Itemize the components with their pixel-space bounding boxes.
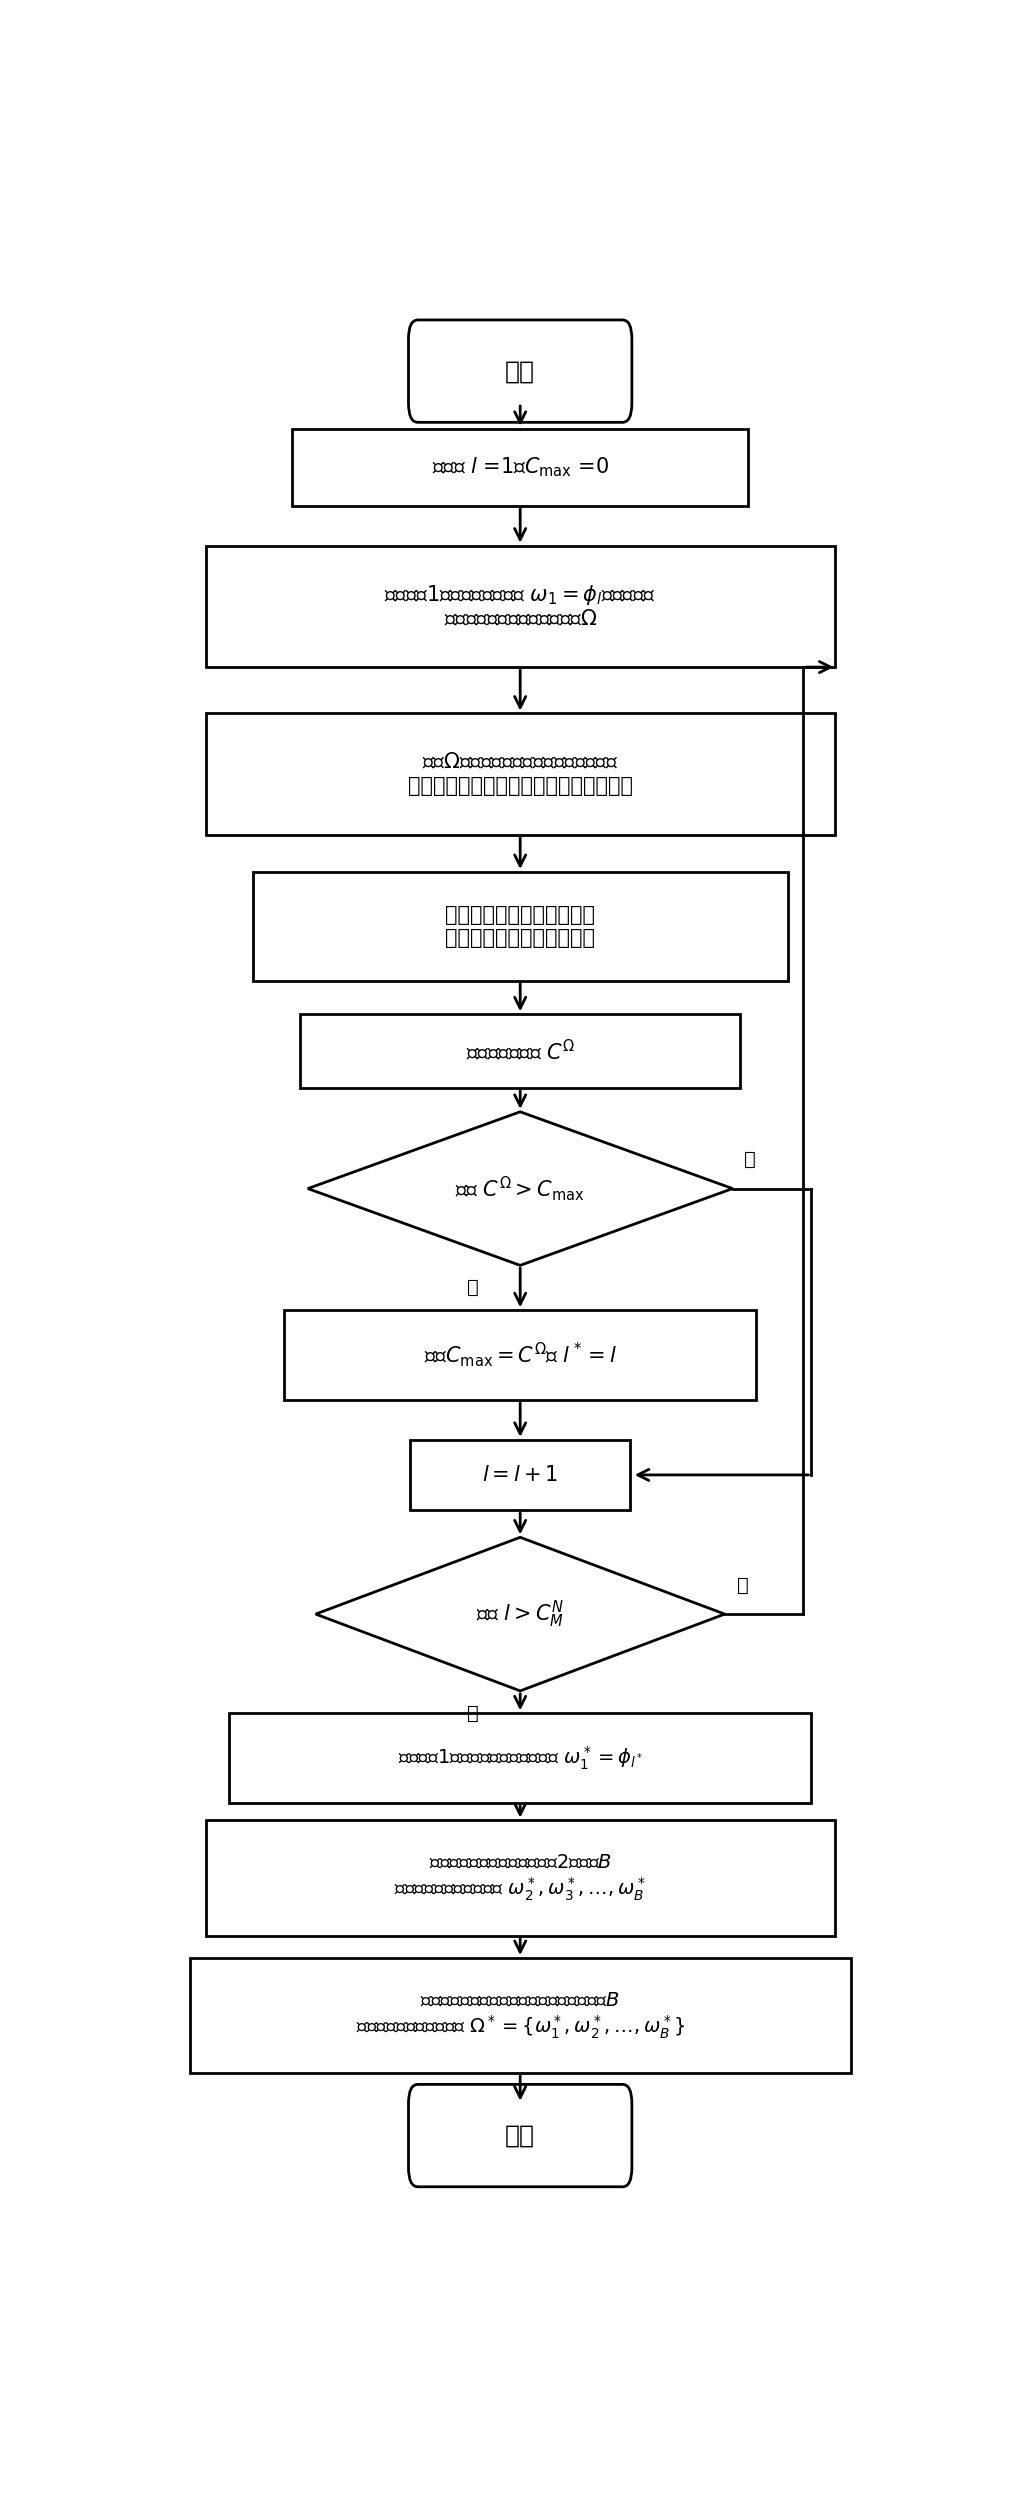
Text: 根据$\Omega$进行部分迭代干扰对齐，设计各小
区的基站预编码矩阵和用户干扰抑制矩阵: 根据$\Omega$进行部分迭代干扰对齐，设计各小 区的基站预编码矩阵和用户干扰…: [408, 753, 632, 795]
FancyBboxPatch shape: [408, 319, 632, 421]
FancyBboxPatch shape: [292, 429, 748, 506]
Text: 设置$C_{\mathrm{max}}=C^{\Omega}$， $l^*=l$: 设置$C_{\mathrm{max}}=C^{\Omega}$， $l^*=l$: [423, 1341, 617, 1369]
FancyBboxPatch shape: [253, 873, 788, 980]
FancyBboxPatch shape: [410, 1441, 630, 1511]
Text: 按照相同方法，依次确定小区2到小区$B$
最优的基站天线选择方案 $\omega_2^*,\omega_3^*,\ldots,\omega_B^*$: 按照相同方法，依次确定小区2到小区$B$ 最优的基站天线选择方案 $\omega…: [395, 1852, 646, 1902]
Text: $l=l+1$: $l=l+1$: [482, 1466, 558, 1486]
Polygon shape: [308, 1112, 733, 1266]
FancyBboxPatch shape: [408, 2084, 632, 2186]
Text: 如果 $C^{\Omega}>C_{\mathrm{max}}$: 如果 $C^{\Omega}>C_{\mathrm{max}}$: [456, 1174, 585, 1204]
Text: 初始化 $l$ =1，$C_{\mathrm{max}}$ =0: 初始化 $l$ =1，$C_{\mathrm{max}}$ =0: [431, 456, 609, 479]
Text: 否: 否: [737, 1576, 748, 1596]
Text: 开始: 开始: [505, 359, 535, 384]
Text: 更新小区1的基站天线选择案 $\omega_1=\phi_l$，保持其他
基站天线选择方案不变，更新$\Omega$: 更新小区1的基站天线选择案 $\omega_1=\phi_l$，保持其他 基站天…: [385, 583, 656, 631]
Text: 如果 $l>C_M^N$: 如果 $l>C_M^N$: [476, 1598, 564, 1630]
Text: 确定小区1最优的基站天线选择方案 $\omega_1^*=\phi_{l^*}$: 确定小区1最优的基站天线选择方案 $\omega_1^*=\phi_{l^*}$: [398, 1745, 642, 1773]
Text: 是: 是: [467, 1703, 479, 1723]
FancyBboxPatch shape: [300, 1015, 740, 1087]
FancyBboxPatch shape: [205, 546, 834, 668]
FancyBboxPatch shape: [190, 1957, 851, 2074]
FancyBboxPatch shape: [205, 713, 834, 835]
FancyBboxPatch shape: [284, 1311, 756, 1399]
FancyBboxPatch shape: [205, 1820, 834, 1935]
Text: 将各基站最优的天线选择方案组合成最优的$B$
个小区基站天线选择集合 $\Omega^*=\{\omega_1^*,\omega_2^*,\ldots,\ome: 将各基站最优的天线选择方案组合成最优的$B$ 个小区基站天线选择集合 $\Ome…: [355, 1989, 685, 2042]
FancyBboxPatch shape: [229, 1713, 811, 1802]
Text: 否: 否: [744, 1149, 756, 1169]
Text: 确定各基站到用户的等效信
道和各用户干扰协方差矩阵: 确定各基站到用户的等效信 道和各用户干扰协方差矩阵: [446, 905, 595, 947]
Text: 计算系统和容量 $C^{\Omega}$: 计算系统和容量 $C^{\Omega}$: [466, 1040, 574, 1065]
Polygon shape: [316, 1538, 725, 1690]
Text: 是: 是: [467, 1279, 479, 1296]
Text: 结束: 结束: [505, 2124, 535, 2146]
